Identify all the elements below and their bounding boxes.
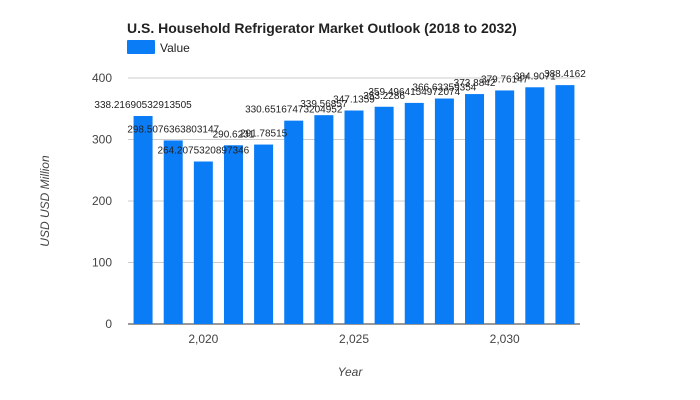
bar-2026[interactable] <box>374 106 394 325</box>
data-label-2026: 353.2286 <box>363 91 405 102</box>
data-label-2020: 264.2075320897346 <box>157 146 249 157</box>
data-labels: 338.21690532913505 298.5076363803147 264.2… <box>94 69 586 156</box>
y-axis-title: USD USD Million <box>38 155 52 247</box>
x-axis-title: Year <box>338 365 364 379</box>
data-label-2021: 290.6231 <box>213 129 255 140</box>
data-label-2025: 347.1359 <box>333 95 375 106</box>
chart-title: U.S. Household Refrigerator Market Outlo… <box>127 20 517 36</box>
x-tick-label: 2,020 <box>188 332 218 346</box>
bar-2027[interactable] <box>404 102 424 325</box>
y-tick-label: 100 <box>92 256 112 270</box>
bar-2018[interactable] <box>133 115 153 324</box>
data-label-2023: 330.65167473204952 <box>245 105 343 116</box>
x-tick-label: 2,030 <box>490 332 520 346</box>
bar-2032[interactable] <box>555 85 575 324</box>
bar-2019[interactable] <box>163 140 183 324</box>
bar-2025[interactable] <box>344 110 364 325</box>
data-label-2028: 366.63359354 <box>412 83 476 94</box>
legend: Value <box>127 40 190 55</box>
data-label-2018: 338.21690532913505 <box>94 100 192 111</box>
data-label-2032: 388.4162 <box>544 69 586 80</box>
bar-2023[interactable] <box>284 120 304 324</box>
y-tick-label: 300 <box>92 133 112 147</box>
data-label-2029: 373.8842 <box>454 78 496 89</box>
bar-2031[interactable] <box>525 87 545 324</box>
data-label-2024: 339.56857 <box>300 99 348 110</box>
y-tick-label: 200 <box>92 194 112 208</box>
y-tick-label: 0 <box>105 317 112 331</box>
y-tick-label: 400 <box>92 71 112 85</box>
bar-2020[interactable] <box>193 161 213 324</box>
bar-2022[interactable] <box>254 144 274 324</box>
bar-2030[interactable] <box>495 90 515 324</box>
bar-2029[interactable] <box>465 94 485 324</box>
data-label-2019: 298.5076363803147 <box>127 124 219 135</box>
data-label-2030: 379.76147 <box>481 74 529 85</box>
y-axis-ticks: 0 100 200 300 400 <box>92 71 112 331</box>
bar-2021[interactable] <box>223 145 243 324</box>
legend-label: Value <box>160 41 190 55</box>
bar-2028[interactable] <box>434 98 454 324</box>
x-axis-ticks: 2,020 2,025 2,030 <box>188 332 520 346</box>
data-label-2031: 384.9071 <box>514 71 556 82</box>
x-tick-label: 2,025 <box>339 332 369 346</box>
data-label-2027: 359.4964154972074 <box>368 87 460 98</box>
data-label-2022: 291.78515 <box>240 129 288 140</box>
bar-2024[interactable] <box>314 115 334 324</box>
bars <box>133 85 575 325</box>
legend-swatch <box>127 40 155 54</box>
